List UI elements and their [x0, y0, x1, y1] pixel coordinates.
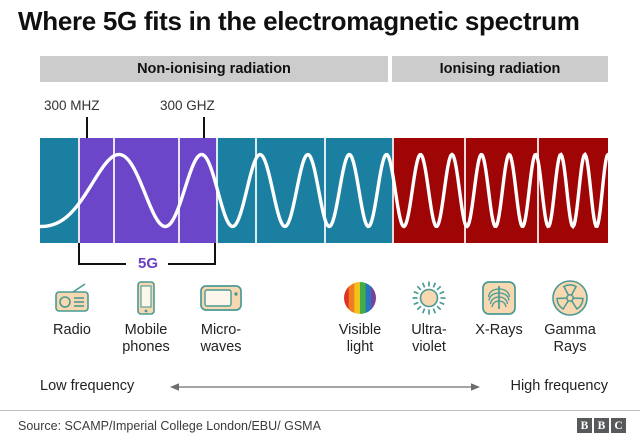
- spectrum-divider: [113, 138, 115, 243]
- spectrum-segment-infrared: [255, 138, 324, 243]
- frequency-axis: Low frequency High frequency: [40, 378, 608, 398]
- icon-cell-mobile: Mobile phones: [110, 278, 182, 356]
- frequency-double-arrow-icon: [170, 383, 480, 391]
- spectrum-band: [40, 138, 608, 243]
- frequency-label-high: High frequency: [510, 378, 608, 394]
- xray-ribcage-icon: [463, 278, 535, 318]
- spectrum-divider: [324, 138, 326, 243]
- spectrum-segment-radio-5g-low: [78, 138, 113, 243]
- icon-caption-gammarays: Gamma Rays: [544, 322, 596, 355]
- spectrum-divider: [216, 138, 218, 243]
- microwave-icon: [185, 278, 257, 318]
- mobile-phone-icon: [110, 278, 182, 318]
- bbc-logo-c: C: [611, 418, 626, 433]
- spectrum-divider: [255, 138, 257, 243]
- bracket-5g: [78, 243, 216, 271]
- icon-cell-radio: Radio: [36, 278, 108, 339]
- category-label-ionising: Ionising radiation: [439, 61, 561, 77]
- spectrum-divider: [464, 138, 466, 243]
- bracket-left-arm: [78, 263, 126, 265]
- bracket-right-arm: [168, 263, 216, 265]
- icon-caption-ultraviolet: Ultra-violet: [411, 322, 447, 355]
- bracket-right-tick: [214, 243, 216, 265]
- bbc-logo-b2: B: [594, 418, 609, 433]
- rainbow-circle-icon: [324, 278, 396, 318]
- sun-icon: [393, 278, 465, 318]
- page-title: Where 5G fits in the electromagnetic spe…: [18, 6, 580, 36]
- icon-cell-ultraviolet: Ultra-violet: [393, 278, 465, 356]
- icon-cell-visible: Visible light: [324, 278, 396, 356]
- icon-caption-visible: Visible light: [338, 322, 382, 355]
- category-bar-non-ionising: Non-ionising radiation: [40, 56, 388, 82]
- radio-icon: [36, 278, 108, 318]
- icon-cell-gammarays: Gamma Rays: [534, 278, 606, 356]
- icon-cell-xrays: X-Rays: [463, 278, 535, 339]
- footer-divider: [0, 410, 640, 411]
- icon-caption-microwaves: Micro-waves: [200, 322, 242, 355]
- frequency-label-low: Low frequency: [40, 378, 135, 394]
- spectrum-divider: [537, 138, 539, 243]
- bbc-logo-b1: B: [577, 418, 592, 433]
- category-bar-ionising: Ionising radiation: [392, 56, 608, 82]
- icon-caption-radio: Radio: [53, 322, 91, 338]
- bracket-5g-label: 5G: [137, 255, 158, 272]
- category-label-non-ionising: Non-ionising radiation: [137, 61, 291, 77]
- radiation-trefoil-icon: [534, 278, 606, 318]
- icon-caption-mobile: Mobile phones: [122, 322, 170, 355]
- spectrum-divider: [392, 138, 394, 243]
- spectrum-divider: [78, 138, 80, 243]
- bracket-left-tick: [78, 243, 80, 265]
- tick-mark-300-mhz: [86, 117, 88, 138]
- tick-label-300-mhz: 300 MHZ: [44, 98, 100, 113]
- tick-mark-300-ghz: [203, 117, 205, 138]
- icon-caption-xrays: X-Rays: [475, 322, 523, 338]
- source-text: Source: SCAMP/Imperial College London/EB…: [18, 419, 321, 433]
- icon-cell-microwaves: Micro-waves: [185, 278, 257, 356]
- bbc-logo: B B C: [577, 418, 626, 433]
- spectrum-divider: [178, 138, 180, 243]
- tick-label-300-ghz: 300 GHZ: [160, 98, 215, 113]
